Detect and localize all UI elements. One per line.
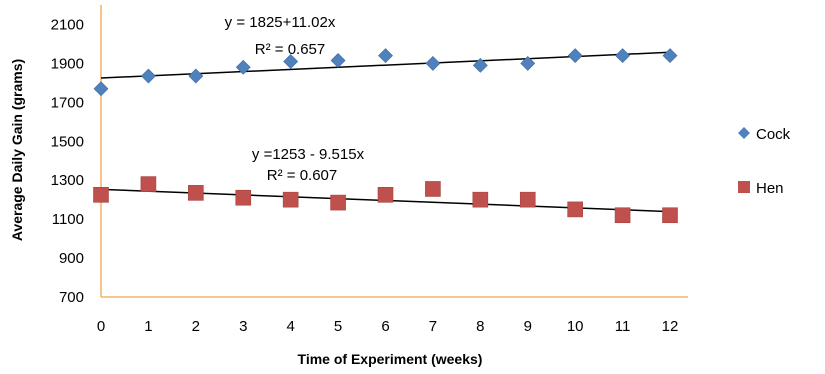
- hen-point: [235, 189, 252, 206]
- y-tick-labels: 700 900 1100 1300 1500 1700 1900 2100: [51, 16, 84, 306]
- x-tick-label: 10: [567, 318, 584, 335]
- hen-point: [614, 207, 631, 224]
- y-axis-title: Average Daily Gain (grams): [9, 59, 25, 241]
- axes: [100, 5, 688, 298]
- x-tick-label: 4: [286, 318, 294, 335]
- cock-point: [235, 59, 251, 75]
- hen-point: [472, 191, 489, 208]
- y-tick-label: 900: [59, 250, 84, 267]
- cock-trendline-r2: R² = 0.657: [255, 41, 325, 58]
- hen-point: [140, 176, 157, 192]
- y-tick-label: 1900: [51, 55, 84, 72]
- y-tick-label: 1300: [51, 172, 84, 189]
- hen-point: [425, 181, 441, 197]
- hen-trendline-equation: y =1253 - 9.515x: [252, 146, 365, 163]
- x-tick-label: 7: [429, 318, 437, 335]
- legend-label-cock: Cock: [756, 126, 791, 143]
- y-tick-label: 1100: [52, 211, 84, 228]
- hen-point: [282, 191, 299, 208]
- x-tick-labels: 0 1 2 3 4 5 6 7 8 9 10 11 12: [97, 318, 679, 335]
- trendline-equations: y = 1825+11.02x R² = 0.657 y =1253 - 9.515…: [225, 14, 365, 184]
- cock-point: [93, 81, 109, 97]
- cock-point: [330, 53, 346, 68]
- legend-marker-cock: [738, 127, 750, 139]
- cock-point: [615, 48, 631, 64]
- cock-point: [283, 54, 299, 69]
- hen-point: [330, 194, 346, 211]
- hen-point: [662, 207, 678, 224]
- x-tick-label: 1: [144, 318, 152, 335]
- y-tick-label: 1700: [51, 94, 84, 111]
- cock-point: [662, 48, 678, 64]
- legend-label-hen: Hen: [756, 180, 784, 197]
- x-tick-label: 9: [524, 318, 532, 335]
- y-tick-label: 2100: [51, 16, 84, 33]
- x-axis-title: Time of Experiment (weeks): [298, 351, 483, 367]
- x-tick-label: 2: [192, 318, 200, 335]
- x-tick-label: 11: [615, 318, 631, 335]
- y-tick-label: 1500: [51, 133, 84, 150]
- hen-point: [377, 187, 394, 203]
- cock-point: [188, 68, 204, 84]
- x-tick-label: 0: [97, 318, 105, 335]
- hen-trendline-r2: R² = 0.607: [267, 167, 337, 184]
- hen-point: [567, 201, 583, 218]
- y-tick-label: 700: [59, 289, 84, 306]
- x-tick-label: 5: [334, 318, 342, 335]
- x-tick-label: 3: [239, 318, 247, 335]
- x-tick-label: 8: [476, 318, 484, 335]
- cock-trendline-equation: y = 1825+11.02x: [225, 14, 336, 31]
- legend-marker-hen: [738, 181, 750, 193]
- hen-point: [188, 185, 204, 201]
- legend: Cock Hen: [738, 126, 791, 197]
- hen-point: [93, 187, 109, 203]
- cock-point: [520, 55, 536, 71]
- x-tick-label: 12: [662, 318, 679, 335]
- cock-point: [425, 55, 441, 71]
- x-tick-label: 6: [381, 318, 389, 335]
- hen-point: [519, 191, 536, 208]
- cock-point: [140, 68, 156, 84]
- cock-point: [472, 57, 488, 73]
- data-points: [93, 48, 678, 224]
- cock-point: [378, 48, 393, 64]
- cock-point: [567, 48, 583, 64]
